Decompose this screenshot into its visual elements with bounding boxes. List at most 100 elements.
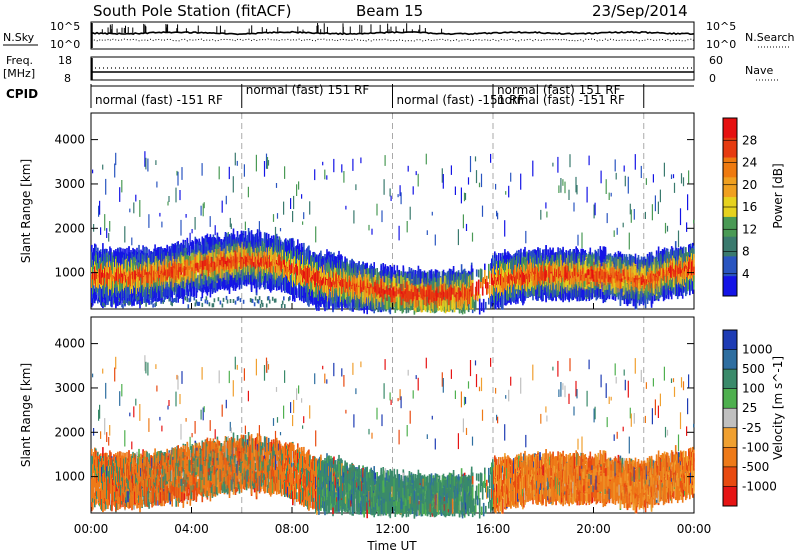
power-echo — [166, 245, 169, 257]
power-echo — [106, 252, 108, 268]
power-echo — [158, 247, 160, 260]
power-echo — [96, 282, 98, 292]
power-echo — [113, 262, 115, 276]
power-echo — [177, 246, 180, 255]
power-echo — [167, 254, 170, 268]
power-echo — [122, 248, 124, 259]
power-echo — [234, 300, 237, 305]
power-echo — [112, 274, 114, 285]
power-echo — [174, 298, 177, 302]
power-echo — [103, 284, 105, 299]
power-echo — [91, 274, 93, 290]
power-echo — [296, 288, 298, 296]
power-echo — [113, 300, 115, 305]
power-echo — [162, 261, 165, 271]
power-echo — [187, 243, 190, 252]
power-echo — [225, 295, 228, 300]
power-echo — [133, 285, 135, 302]
power-echo — [143, 276, 145, 287]
power-echo — [175, 187, 177, 203]
power-echo — [139, 252, 141, 263]
nsearch-tick-low: 10^0 — [706, 38, 736, 51]
power-echo — [107, 275, 109, 287]
power-echo — [104, 289, 106, 301]
power-echo — [100, 286, 102, 301]
power-echo — [169, 297, 172, 302]
freq-traces — [91, 58, 694, 80]
power-echo — [111, 274, 113, 289]
power-echo — [232, 299, 235, 303]
power-echo — [107, 282, 109, 293]
power-echo — [124, 249, 126, 260]
power-echo — [185, 247, 188, 262]
power-echo — [152, 251, 154, 266]
power-echo — [95, 271, 97, 288]
power-echo — [124, 265, 126, 277]
power-echo — [302, 221, 304, 225]
power-echo — [111, 265, 113, 277]
power-echo — [109, 266, 111, 280]
power-echo — [185, 283, 188, 296]
power-echo — [171, 266, 174, 278]
power-echo — [177, 271, 180, 280]
power-echo — [177, 283, 180, 290]
power-echo — [149, 268, 151, 276]
power-echo — [104, 294, 106, 307]
power-echo — [130, 267, 132, 277]
power-echo — [112, 281, 114, 295]
power-echo — [205, 296, 208, 301]
power-echo — [296, 184, 298, 196]
power-echo — [97, 285, 99, 293]
power-echo — [117, 277, 119, 286]
power-echo — [184, 296, 187, 301]
power-echo — [115, 295, 117, 308]
power-echo — [133, 295, 135, 300]
power-echo — [259, 303, 262, 308]
power-echo — [143, 291, 145, 301]
power-echo — [151, 293, 153, 304]
power-echo — [332, 303, 334, 311]
power-echo — [164, 288, 167, 300]
power-echo — [123, 300, 125, 305]
power-echo — [108, 255, 110, 262]
power-echo — [118, 279, 120, 288]
power-echo — [143, 255, 145, 266]
power-echo — [160, 299, 162, 304]
power-echo — [168, 251, 171, 263]
power-echo — [185, 268, 188, 283]
power-echo — [103, 302, 105, 307]
power-echo — [390, 195, 392, 201]
power-echo — [131, 265, 133, 272]
power-echo — [131, 259, 133, 271]
power-echo — [143, 281, 145, 292]
power-echo — [187, 255, 190, 264]
power-echo — [125, 285, 127, 294]
power-echo — [126, 287, 128, 303]
power-echo — [97, 299, 99, 304]
power-echo — [104, 253, 106, 266]
power-echo — [140, 277, 142, 293]
power-echo — [102, 285, 104, 297]
power-echo — [140, 301, 142, 305]
cpid-segment-label: normal (fast) -151 RF — [95, 93, 223, 107]
power-echo — [101, 263, 103, 279]
power-echo — [163, 251, 166, 262]
power-echo — [164, 275, 167, 289]
power-echo — [157, 286, 159, 297]
power-echo — [100, 227, 102, 235]
power-echo — [102, 302, 104, 307]
power-echo — [104, 278, 106, 294]
power-echo — [171, 291, 174, 303]
power-echo — [201, 302, 204, 307]
power-echo — [175, 277, 178, 292]
power-echo — [139, 277, 141, 289]
power-echo — [141, 285, 143, 300]
power-echo — [194, 217, 196, 230]
power-echo — [178, 285, 181, 294]
power-echo — [121, 251, 123, 267]
power-echo — [146, 265, 148, 273]
power-echo — [186, 279, 189, 293]
power-echo — [93, 290, 95, 299]
power-echo — [275, 183, 278, 188]
power-echo — [122, 268, 124, 283]
